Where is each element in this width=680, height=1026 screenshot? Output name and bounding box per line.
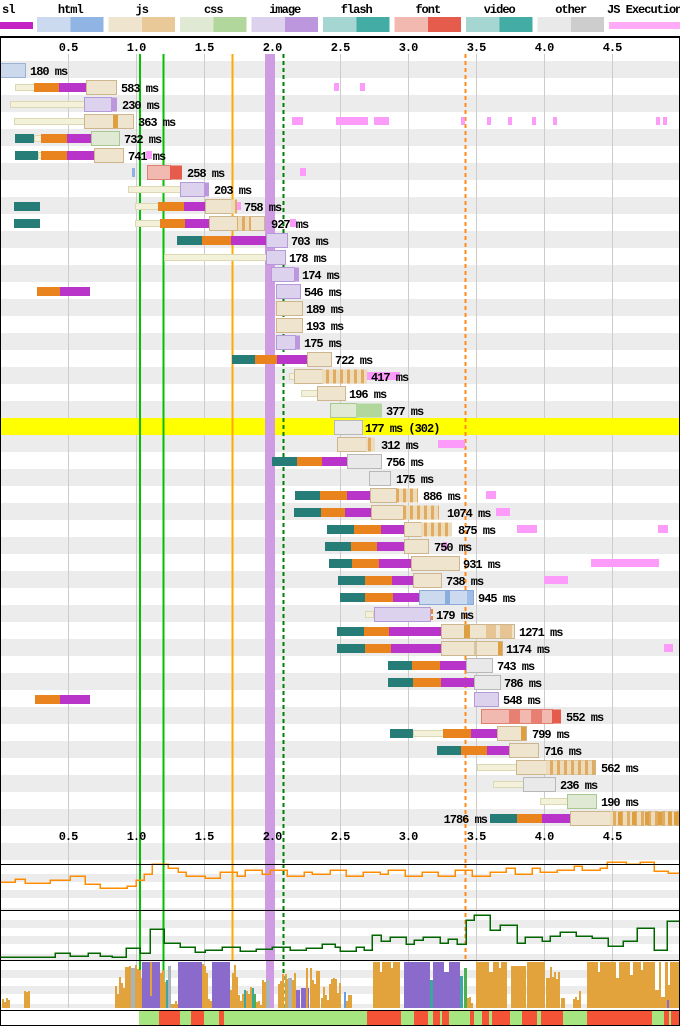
svg-text:179 ms: 179 ms — [436, 609, 474, 623]
svg-text:377 ms: 377 ms — [386, 405, 424, 419]
svg-text:4.5: 4.5 — [603, 41, 622, 55]
svg-text:548 ms: 548 ms — [503, 694, 541, 708]
svg-text:4.0: 4.0 — [535, 830, 554, 844]
svg-text:417 ms: 417 ms — [371, 371, 409, 385]
svg-text:189 ms: 189 ms — [306, 303, 344, 317]
svg-text:175 ms: 175 ms — [304, 337, 342, 351]
svg-text:font: font — [415, 3, 441, 17]
svg-text:716 ms: 716 ms — [544, 745, 582, 759]
svg-text:css: css — [204, 3, 223, 17]
svg-text:363 ms: 363 ms — [138, 116, 176, 130]
svg-text:180 ms: 180 ms — [30, 65, 68, 79]
svg-text:196 ms: 196 ms — [349, 388, 387, 402]
svg-text:945 ms: 945 ms — [478, 592, 516, 606]
svg-text:image: image — [269, 3, 301, 17]
svg-text:743 ms: 743 ms — [497, 660, 535, 674]
svg-text:js: js — [136, 3, 149, 17]
svg-text:203 ms: 203 ms — [214, 184, 252, 198]
svg-text:1074 ms: 1074 ms — [447, 507, 491, 521]
svg-text:other: other — [555, 3, 587, 17]
svg-text:799 ms: 799 ms — [532, 728, 570, 742]
svg-text:3.0: 3.0 — [399, 830, 418, 844]
svg-text:758 ms: 758 ms — [244, 201, 282, 215]
svg-text:1.5: 1.5 — [195, 830, 214, 844]
svg-text:3.0: 3.0 — [399, 41, 418, 55]
svg-text:178 ms: 178 ms — [289, 252, 327, 266]
svg-text:875 ms: 875 ms — [458, 524, 496, 538]
svg-text:3.5: 3.5 — [467, 830, 486, 844]
svg-text:1.0: 1.0 — [127, 830, 146, 844]
svg-text:312 ms: 312 ms — [381, 439, 419, 453]
svg-text:193 ms: 193 ms — [306, 320, 344, 334]
svg-text:703 ms: 703 ms — [291, 235, 329, 249]
svg-text:732 ms: 732 ms — [124, 133, 162, 147]
svg-text:750 ms: 750 ms — [434, 541, 472, 555]
svg-text:1786 ms: 1786 ms — [444, 813, 488, 827]
svg-text:931 ms: 931 ms — [463, 558, 501, 572]
svg-text:html: html — [58, 3, 84, 17]
svg-text:786 ms: 786 ms — [504, 677, 542, 691]
svg-text:2.5: 2.5 — [331, 41, 350, 55]
svg-text:190 ms: 190 ms — [601, 796, 639, 810]
svg-text:3.5: 3.5 — [467, 41, 486, 55]
svg-text:1.5: 1.5 — [195, 41, 214, 55]
svg-text:258 ms: 258 ms — [187, 167, 225, 181]
svg-text:1174 ms: 1174 ms — [506, 643, 550, 657]
svg-text:583 ms: 583 ms — [121, 82, 159, 96]
svg-text:video: video — [484, 3, 516, 17]
svg-text:174 ms: 174 ms — [302, 269, 340, 283]
svg-text:0.5: 0.5 — [59, 41, 78, 55]
svg-text:2.0: 2.0 — [263, 830, 282, 844]
svg-text:1271 ms: 1271 ms — [519, 626, 563, 640]
svg-text:236 ms: 236 ms — [560, 779, 598, 793]
svg-text:0.5: 0.5 — [59, 830, 78, 844]
svg-text:sl: sl — [2, 3, 15, 17]
svg-text:1.0: 1.0 — [127, 41, 146, 55]
svg-text:JS Execution: JS Execution — [607, 3, 680, 17]
svg-text:flash: flash — [341, 3, 373, 17]
svg-text:2.5: 2.5 — [331, 830, 350, 844]
svg-text:177 ms (302): 177 ms (302) — [365, 422, 439, 436]
svg-text:722 ms: 722 ms — [335, 354, 373, 368]
svg-text:175 ms: 175 ms — [396, 473, 434, 487]
svg-text:546 ms: 546 ms — [304, 286, 342, 300]
svg-text:886 ms: 886 ms — [423, 490, 461, 504]
svg-text:4.0: 4.0 — [535, 41, 554, 55]
svg-text:230 ms: 230 ms — [122, 99, 160, 113]
svg-text:4.5: 4.5 — [603, 830, 622, 844]
svg-text:738 ms: 738 ms — [446, 575, 484, 589]
svg-text:562 ms: 562 ms — [601, 762, 639, 776]
svg-text:756 ms: 756 ms — [386, 456, 424, 470]
svg-text:2.0: 2.0 — [263, 41, 282, 55]
svg-text:552 ms: 552 ms — [566, 711, 604, 725]
